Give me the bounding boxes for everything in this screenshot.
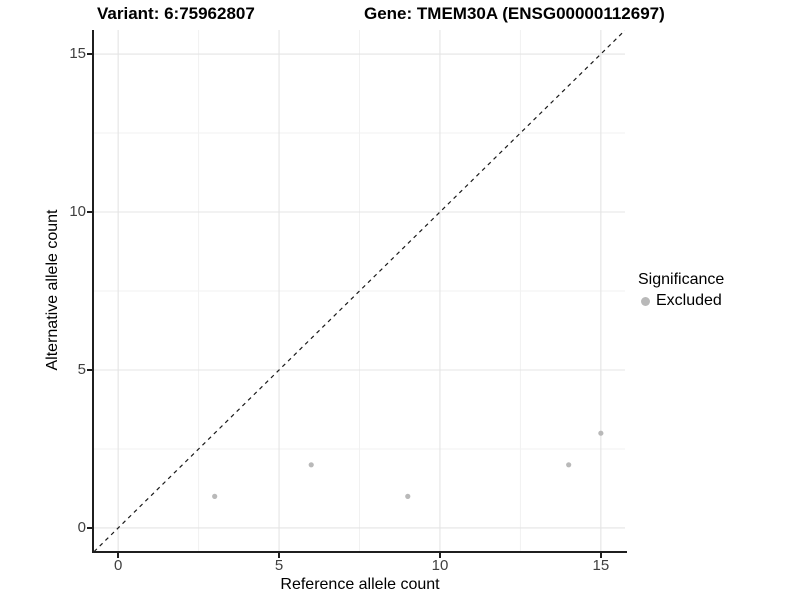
y-tick-mark (87, 53, 92, 55)
y-tick-label: 15 (69, 45, 86, 62)
x-tick-mark (600, 553, 602, 558)
y-axis-title: Alternative allele count (44, 209, 61, 371)
x-tick-mark (439, 553, 441, 558)
y-tick-mark (87, 527, 92, 529)
legend-point-icon (641, 296, 650, 306)
legend-item-label: Excluded (656, 292, 722, 309)
x-tick-label: 0 (113, 557, 123, 574)
plot-title-gene: Gene: TMEM30A (ENSG00000112697) (364, 4, 665, 23)
data-point (212, 493, 218, 499)
legend: Significance Excluded (638, 271, 724, 310)
data-point (598, 430, 604, 436)
x-tick-label: 5 (274, 557, 284, 574)
y-tick-label: 0 (77, 518, 86, 536)
x-axis-line (92, 551, 627, 553)
legend-item-excluded: Excluded (638, 292, 724, 310)
plot-title-variant: Variant: 6:75962807 (97, 4, 255, 23)
legend-title: Significance (638, 271, 725, 288)
x-tick-mark (117, 553, 119, 558)
y-axis-line (92, 30, 94, 553)
y-tick-label: 5 (77, 360, 86, 378)
y-tick-mark (87, 369, 92, 371)
x-tick-mark (278, 553, 280, 558)
data-point (405, 493, 411, 499)
x-axis-title: Reference allele count (280, 576, 440, 593)
plot-panel (94, 30, 625, 552)
x-tick-label: 15 (592, 557, 610, 574)
data-point (566, 462, 572, 468)
y-tick-label: 10 (69, 203, 86, 220)
data-point (308, 462, 314, 468)
x-tick-label: 10 (431, 557, 449, 574)
y-tick-mark (87, 211, 92, 213)
